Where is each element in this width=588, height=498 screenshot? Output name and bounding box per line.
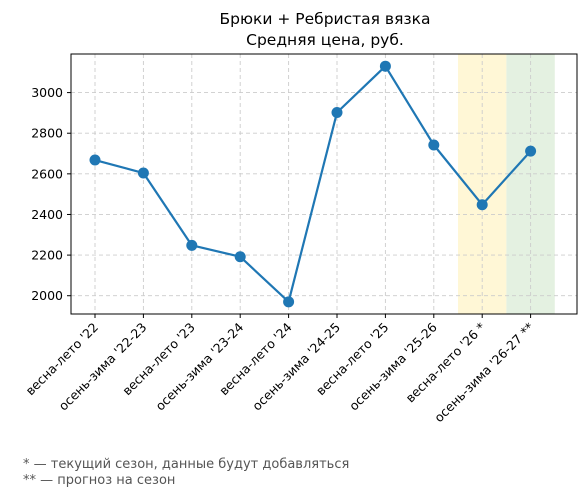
y-tick-label: 3000 bbox=[31, 85, 63, 100]
data-point bbox=[89, 154, 101, 166]
series-line bbox=[94, 65, 532, 303]
x-tick-label: осень-зима '24-25 bbox=[249, 320, 343, 414]
data-point bbox=[428, 139, 440, 151]
data-point bbox=[137, 167, 149, 179]
x-tick-label: осень-зима '26-27 ** bbox=[431, 320, 537, 426]
data-point bbox=[476, 199, 488, 211]
data-point bbox=[186, 239, 198, 251]
price-series bbox=[89, 60, 537, 308]
footnote-current-season: * — текущий сезон, данные будут добавлят… bbox=[23, 457, 350, 472]
plot-frame bbox=[70, 53, 578, 315]
footnote-forecast: ** — прогноз на сезон bbox=[23, 473, 176, 488]
data-point bbox=[283, 296, 295, 308]
line-chart: Брюки + Ребристая вязка Средняя цена, ру… bbox=[22, 10, 578, 426]
data-point bbox=[331, 107, 343, 118]
data-point bbox=[525, 145, 537, 157]
data-point bbox=[379, 60, 391, 72]
chart-title-line-2: Средняя цена, руб. bbox=[246, 31, 404, 49]
y-axis: 2000 2200 2400 2600 2800 3000 bbox=[31, 85, 71, 303]
x-tick-label: осень-зима '22-23 bbox=[56, 320, 150, 414]
x-tick-label: осень-зима '25-26 bbox=[346, 319, 440, 413]
data-point bbox=[234, 251, 246, 263]
y-tick-label: 2200 bbox=[31, 248, 63, 263]
y-tick-label: 2400 bbox=[31, 207, 63, 222]
grid-lines bbox=[71, 54, 577, 314]
y-tick-label: 2800 bbox=[31, 126, 63, 141]
chart-title-line-1: Брюки + Ребристая вязка bbox=[219, 10, 430, 28]
y-tick-label: 2000 bbox=[31, 288, 63, 303]
x-tick-label: осень-зима '23-24 bbox=[152, 319, 246, 413]
y-tick-label: 2600 bbox=[31, 166, 63, 181]
